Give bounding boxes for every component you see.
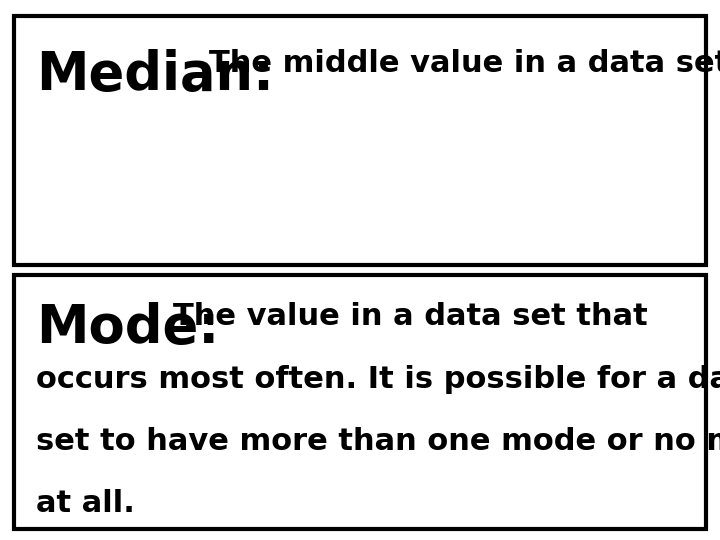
Bar <box>14 275 706 529</box>
Text: Mode:: Mode: <box>36 302 220 354</box>
Text: Median:: Median: <box>36 49 274 100</box>
Text: set to have more than one mode or no mode: set to have more than one mode or no mod… <box>36 427 720 456</box>
Text: The value in a data set that: The value in a data set that <box>173 302 647 332</box>
Text: The middle value in a data set.: The middle value in a data set. <box>209 49 720 78</box>
Bar <box>14 16 706 265</box>
Text: at all.: at all. <box>36 489 135 518</box>
Text: occurs most often. It is possible for a data: occurs most often. It is possible for a … <box>36 364 720 394</box>
